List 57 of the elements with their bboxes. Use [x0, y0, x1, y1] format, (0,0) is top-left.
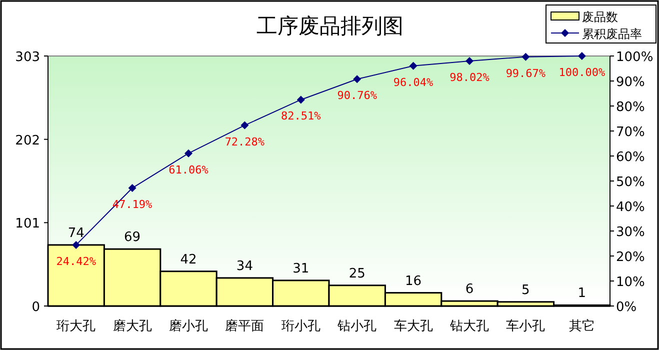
data-label: 90.76%: [337, 89, 378, 102]
data-label: 100.00%: [558, 66, 606, 79]
x-tick-label: 其它: [568, 318, 595, 334]
point: [578, 52, 586, 60]
data-label: 31: [292, 261, 310, 276]
point: [128, 184, 136, 192]
data-label: 82.51%: [281, 110, 322, 123]
data-label: 1: [578, 286, 586, 302]
point: [353, 75, 362, 84]
y2-tick-label: 70%: [616, 125, 645, 140]
data-label: 72.28%: [224, 135, 265, 148]
point: [72, 240, 80, 249]
y2-tick-label: 50%: [616, 175, 645, 190]
y2-tick-label: 0%: [616, 300, 637, 315]
x-tick-label: 珩大孔: [56, 319, 96, 334]
point: [522, 52, 530, 61]
x-tick-label: 车大孔: [394, 319, 433, 334]
y-tick-label: 202: [15, 133, 40, 148]
y2-tick-label: 80%: [616, 100, 645, 115]
data-label: 34: [236, 258, 253, 274]
y2-tick-label: 40%: [616, 200, 645, 215]
point: [296, 96, 305, 104]
data-label: 98.02%: [450, 70, 490, 84]
data-label: 69: [124, 230, 141, 246]
y2-tick-label: 90%: [616, 75, 645, 90]
y-tick-label: 101: [15, 216, 40, 232]
x-tick-label: 磨平面: [225, 319, 264, 334]
y2-tick-label: 20%: [616, 250, 645, 265]
legend-label: 累积废品率: [582, 27, 642, 41]
x-tick-label: 磨小孔: [169, 319, 208, 334]
x-tick-label: 车小孔: [506, 319, 546, 334]
point: [409, 62, 418, 70]
data-label: 25: [348, 266, 366, 282]
legend-label: 废品数: [582, 10, 618, 24]
y-tick-label: 303: [15, 50, 40, 65]
y2-tick-label: 100%: [616, 50, 654, 65]
data-label: 61.06%: [168, 163, 209, 176]
y2-tick-label: 10%: [616, 275, 645, 290]
data-label: 6: [465, 282, 474, 298]
point: [184, 149, 192, 158]
y2-tick-label: 30%: [616, 225, 645, 240]
data-label: 74: [68, 226, 84, 241]
data-label: 24.42%: [56, 254, 96, 268]
data-label: 16: [405, 274, 422, 289]
y-tick-label: 0: [32, 300, 40, 315]
y2-tick-label: 60%: [616, 150, 645, 165]
x-tick-label: 钻小孔: [336, 319, 377, 334]
data-label: 5: [522, 282, 530, 298]
data-label: 99.67%: [506, 66, 546, 80]
x-tick-label: 珩小孔: [281, 319, 320, 334]
point: [240, 121, 249, 130]
data-label: 96.04%: [393, 76, 434, 89]
x-tick-label: 钻大孔: [449, 319, 489, 334]
point: [466, 56, 474, 65]
chart-title: 工序废品排列图: [256, 14, 404, 38]
x-tick-label: 磨大孔: [112, 319, 152, 334]
data-label: 42: [180, 252, 197, 268]
